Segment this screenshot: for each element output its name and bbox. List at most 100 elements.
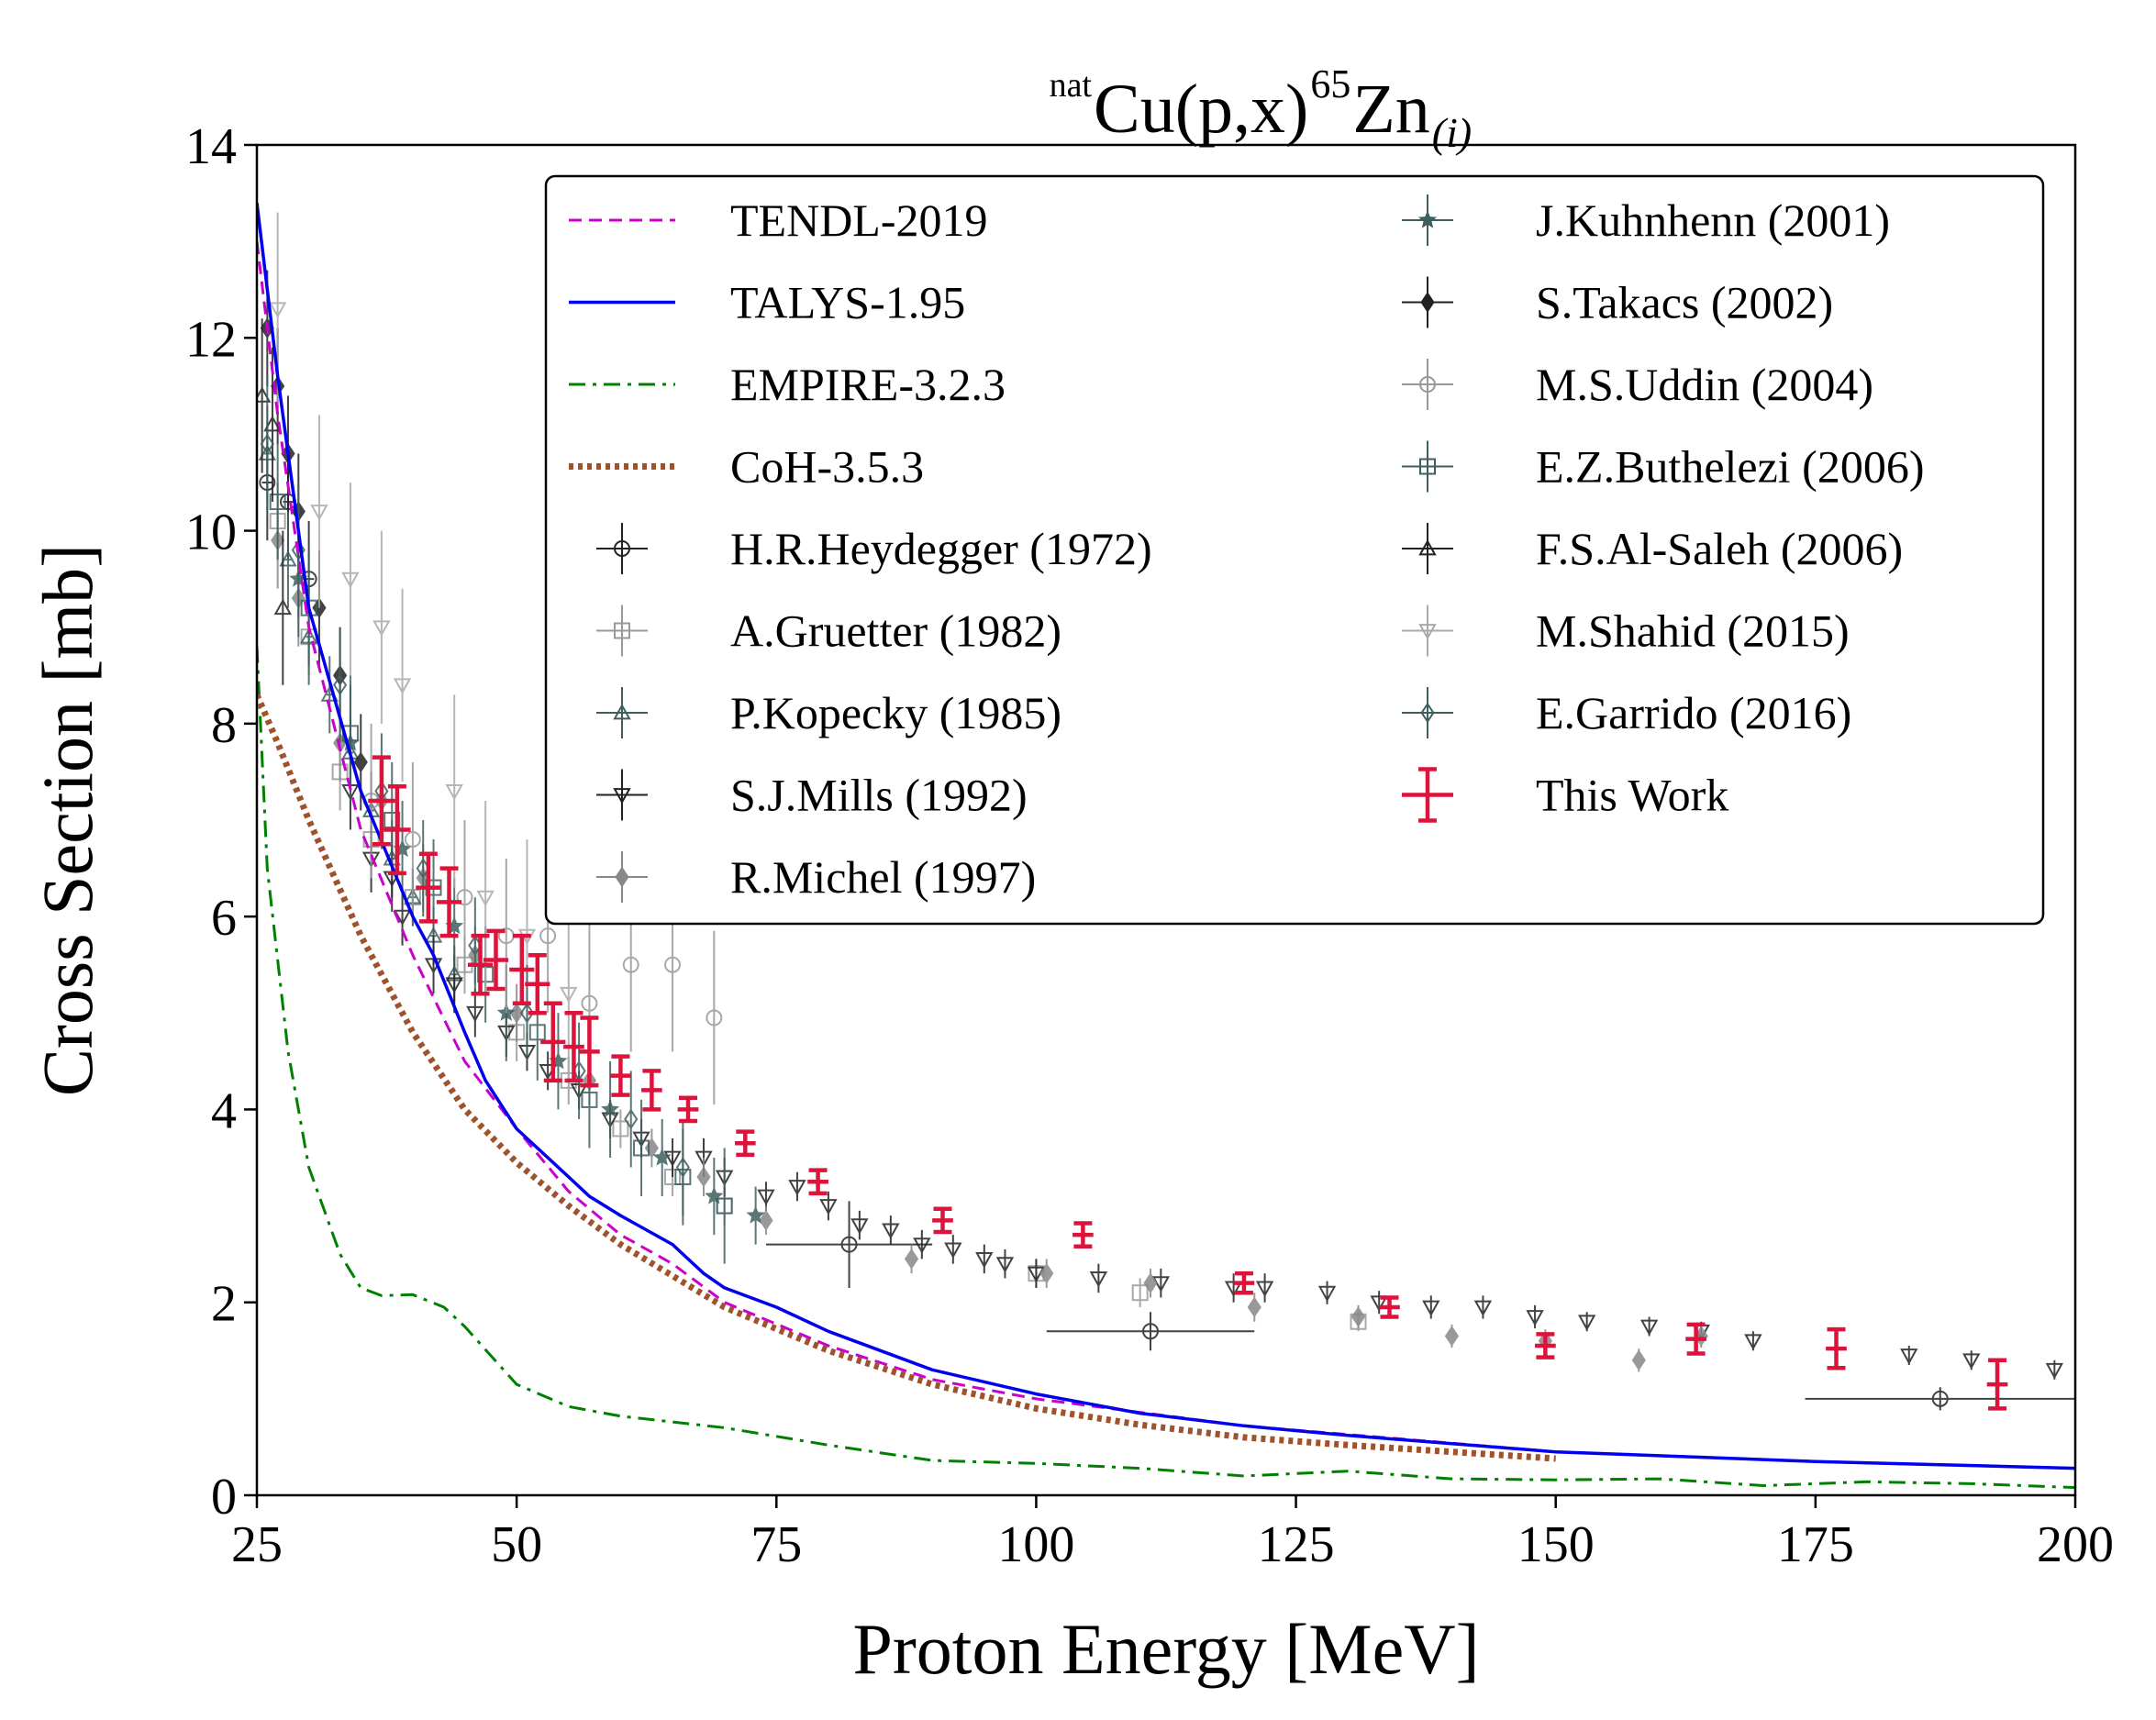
data-point [1473,1295,1493,1319]
marker [1931,1390,1949,1407]
x-tick-label: 150 [1517,1516,1595,1573]
x-axis-label: Proton Energy [MeV] [852,1609,1479,1689]
data-point [436,866,462,938]
data-point [257,318,272,473]
legend-entry-r-michel-1997: R.Michel (1997) [596,851,1036,903]
data-point [509,933,535,1006]
legend-label: S.J.Mills (1992) [730,770,1028,821]
data-point [1046,1312,1255,1351]
data-point [1639,1316,1659,1337]
y-tick-label: 10 [185,505,237,561]
marker [675,1157,690,1178]
marker [1131,1284,1149,1302]
series-coh-3-5-3 [257,693,1556,1462]
legend-label: CoH-3.5.3 [730,441,924,493]
marker [341,571,360,589]
data-point [652,1118,672,1197]
marker [383,812,401,828]
data-point [273,530,293,685]
data-point [1151,1268,1171,1298]
marker [539,927,557,945]
data-point [624,1071,639,1168]
marker [260,433,274,455]
data-point [633,1099,650,1197]
marker [746,1205,765,1224]
data-point [560,897,578,1091]
marker [372,620,391,637]
data-point [904,1244,919,1274]
marker [1143,1272,1158,1294]
marker [1039,1262,1054,1284]
y-tick-label: 6 [211,890,237,947]
marker [1577,1315,1596,1331]
data-point [1350,1304,1366,1329]
legend-label: This Work [1536,770,1728,821]
data-point [525,952,550,1015]
legend-swatch-marker [615,866,629,888]
marker [1247,1296,1261,1318]
data-point [663,1137,682,1178]
marker [310,505,328,521]
series-talys-1-95 [257,202,2075,1470]
marker [1744,1334,1762,1350]
marker [1370,1295,1388,1312]
legend-label: M.S.Uddin (2004) [1536,359,1873,410]
data-point [705,1158,724,1236]
data-point [483,928,509,992]
data-point [1027,1259,1046,1288]
legend-swatch-marker [1419,376,1436,393]
data-point [1986,1358,2008,1411]
data-point [1577,1312,1596,1332]
marker [1962,1353,1981,1370]
axes-layer: 25 50 75 100 125 150 175 200 0 2 4 6 8 10 12 14 [185,118,2114,1573]
data-point [1826,1326,1847,1370]
data-point [1744,1331,1762,1351]
x-tick-label: 75 [750,1516,802,1573]
marker [944,1242,962,1259]
marker [757,1189,775,1206]
legend-swatch-marker [614,622,630,639]
title-superscript: 65 [1310,61,1350,106]
legend-label: EMPIRE-3.2.3 [730,359,1006,410]
data-point [819,1191,838,1221]
legend-label: S.Takacs (2002) [1536,277,1833,328]
marker [1422,1300,1440,1317]
data-point [269,443,286,560]
x-tick-label: 200 [2037,1516,2114,1573]
y-tick-label: 12 [185,311,237,368]
data-point [579,1015,600,1088]
legend-swatch-marker [1420,702,1435,724]
marker [273,598,293,616]
data-point [519,964,535,1061]
legend-entry-talys-1-95: TALYS-1.95 [569,277,965,328]
marker [268,302,287,318]
data-point [1255,1273,1274,1303]
legend-entry-p-kopecky-1985: P.Kopecky (1985) [596,687,1061,738]
data-point [1247,1293,1261,1322]
marker [257,386,272,403]
legend-entry-tendl-2019: TENDL-2019 [569,194,988,246]
legend-entry-j-kuhnhenn-2001: J.Kuhnhenn (2001) [1402,194,1890,246]
marker [291,539,306,561]
data-point [913,1229,931,1259]
marker [624,1108,639,1130]
title-element: Zn [1352,71,1429,148]
data-point [612,1109,629,1149]
data-point [995,1248,1015,1279]
data-point [746,1186,765,1245]
data-point [765,1201,933,1288]
marker [644,1137,659,1159]
data-point [696,1158,711,1197]
x-tick-label: 175 [1777,1516,1854,1573]
marker [393,678,412,694]
marker [2045,1362,2064,1380]
marker [269,494,286,511]
marker [1142,1323,1160,1340]
marker [476,890,495,907]
marker [601,1099,620,1118]
marker [622,956,639,973]
legend-swatch-marker [1418,624,1437,640]
y-tick-label: 14 [185,118,237,175]
series-m-shahid-2015 [268,212,578,1091]
